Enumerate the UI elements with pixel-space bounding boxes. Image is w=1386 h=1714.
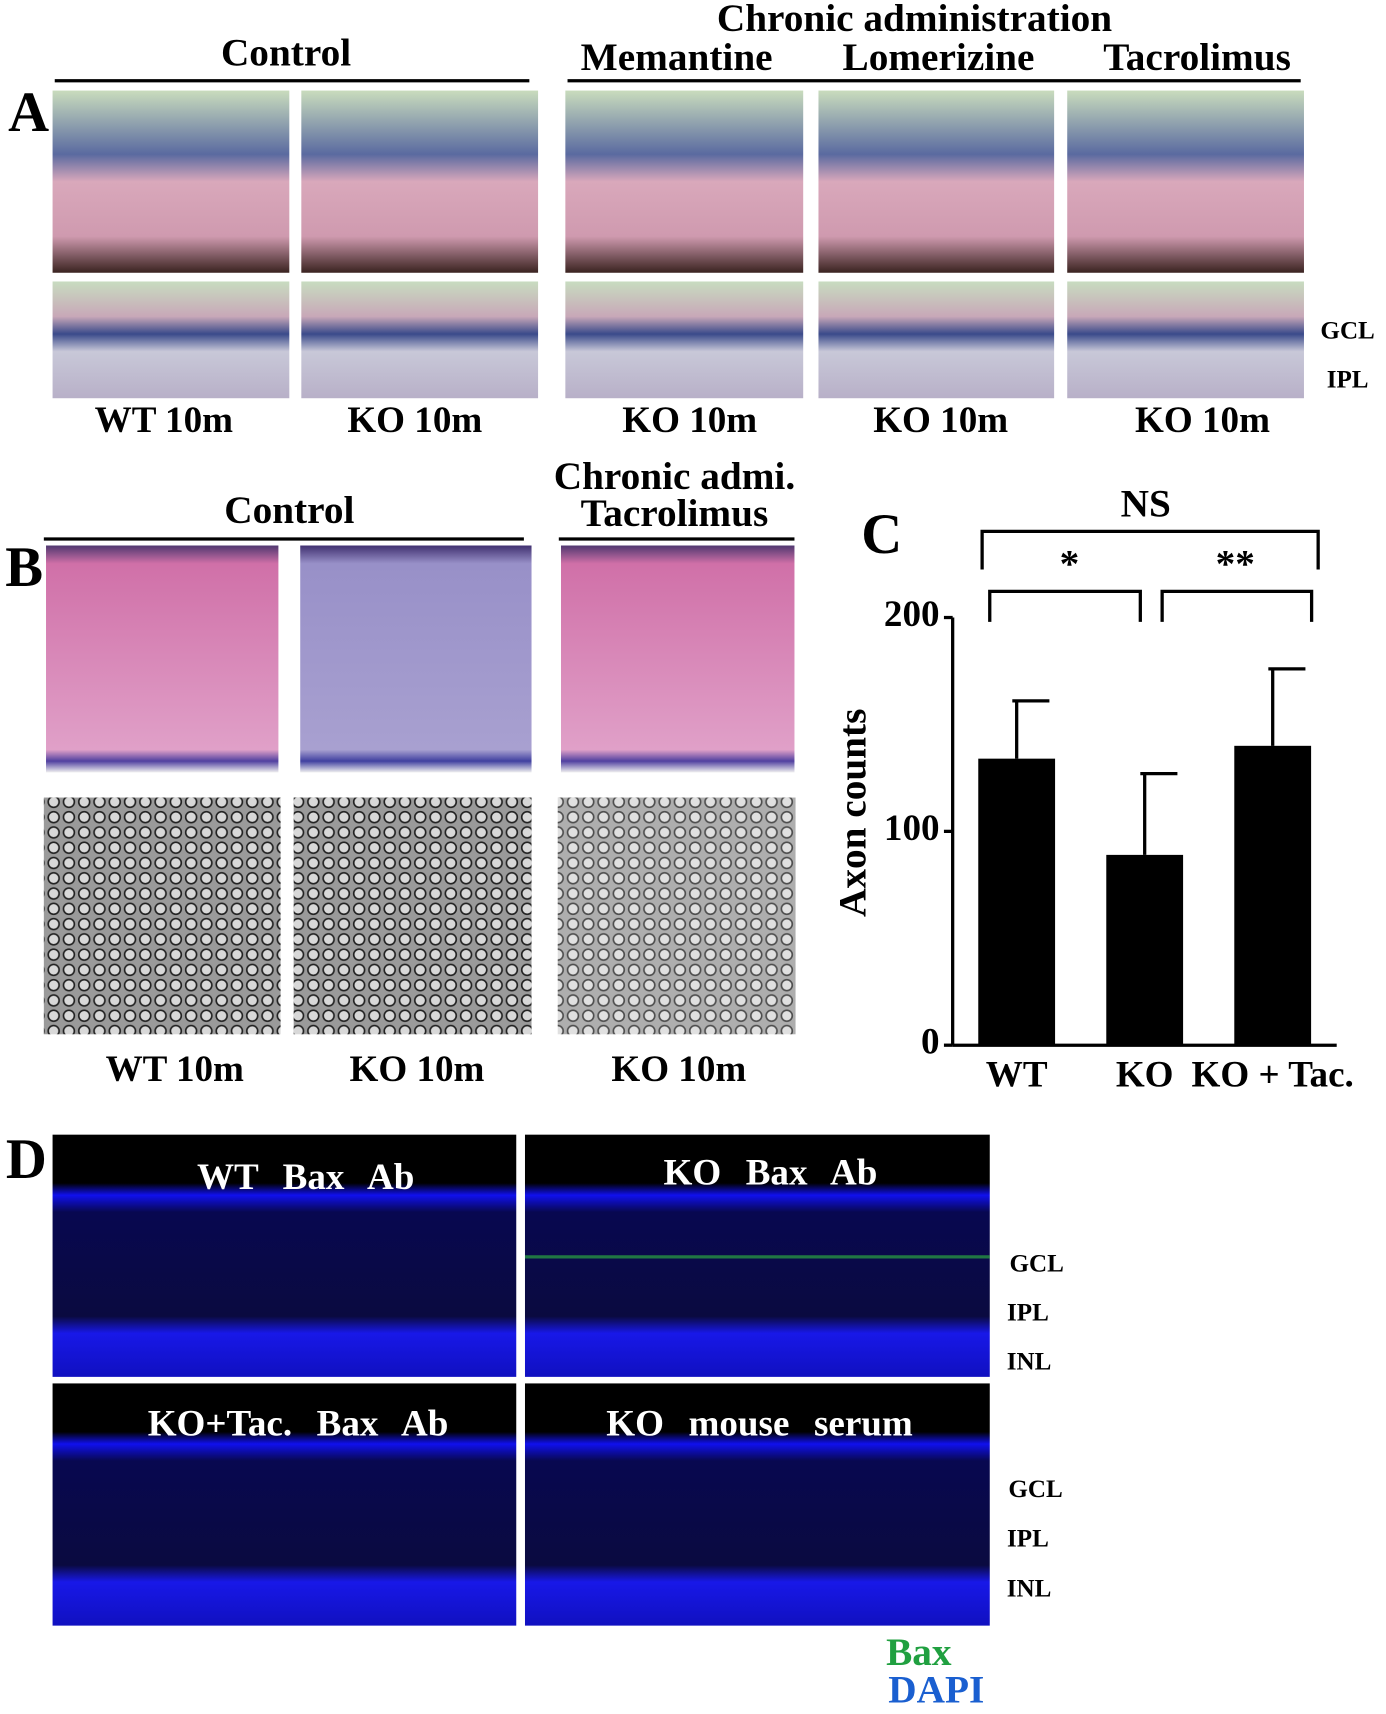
micrographs <box>43 545 796 1035</box>
bracket <box>988 589 1142 622</box>
x-tick-label: KO + Tac. <box>1192 1054 1354 1095</box>
y-tick-label: 0 <box>921 1022 940 1063</box>
y-tick-label: 100 <box>884 808 940 849</box>
error-bar <box>1140 771 1178 855</box>
image-title: KO mouse serum <box>606 1404 913 1445</box>
treatment-title: Memantine <box>581 36 773 79</box>
panel-label: B <box>5 536 43 599</box>
image-label: KO 10m <box>1135 400 1270 441</box>
layer-label: GCL <box>1009 1250 1063 1277</box>
significance: * <box>1060 542 1080 585</box>
x-tick-label: KO <box>1116 1054 1174 1095</box>
error-bar <box>1012 699 1050 759</box>
group-title: Chronic administration <box>717 0 1112 40</box>
image-label: KO 10m <box>347 400 482 441</box>
bar <box>978 758 1056 1046</box>
layer-label: IPL <box>1007 1299 1049 1326</box>
panel-label: A <box>8 81 49 144</box>
panel-label: D <box>6 1128 47 1191</box>
bracket <box>980 529 1320 570</box>
layer-label: GCL <box>1320 318 1374 345</box>
layer-label: IPL <box>1007 1525 1049 1552</box>
group-title: Tacrolimus <box>581 492 769 535</box>
group-title: Control <box>221 32 351 75</box>
x-tick-label: WT <box>986 1054 1048 1095</box>
significance: ** <box>1216 542 1255 585</box>
image-label: WT 10m <box>106 1049 244 1090</box>
bar <box>1106 854 1184 1046</box>
bar-chart: C Axon counts NS * ** 0 100 200 WT KO KO + Ta… <box>832 482 1354 1095</box>
group-title: Control <box>224 489 354 532</box>
image-label: KO 10m <box>873 400 1008 441</box>
layer-label: GCL <box>1008 1476 1062 1503</box>
fluorescence-images <box>52 1134 990 1626</box>
layer-label: INL <box>1007 1575 1052 1602</box>
y-axis-label: Axon counts <box>832 709 875 917</box>
group-title: Chronic admi. <box>554 455 795 498</box>
treatment-title: Lomerizine <box>843 36 1035 79</box>
legend-bax: Bax <box>886 1631 952 1674</box>
y-tick-label: 200 <box>884 594 940 635</box>
micrographs <box>52 90 1304 399</box>
treatment-title: Tacrolimus <box>1103 36 1291 79</box>
legend-dapi: DAPI <box>888 1668 984 1711</box>
image-title: KO Bax Ab <box>663 1153 877 1194</box>
image-label: KO 10m <box>622 400 757 441</box>
image-label: KO 10m <box>350 1049 485 1090</box>
image-title: WT Bax Ab <box>197 1157 414 1198</box>
image-label: KO 10m <box>611 1049 746 1090</box>
error-bar <box>1268 667 1306 746</box>
bracket <box>1160 589 1314 622</box>
significance: NS <box>1121 482 1171 525</box>
image-title: KO+Tac. Bax Ab <box>148 1404 449 1445</box>
bar <box>1234 745 1312 1046</box>
layer-label: INL <box>1007 1349 1052 1376</box>
image-label: WT 10m <box>95 400 233 441</box>
panel-label: C <box>861 503 902 566</box>
layer-label: IPL <box>1327 367 1369 394</box>
